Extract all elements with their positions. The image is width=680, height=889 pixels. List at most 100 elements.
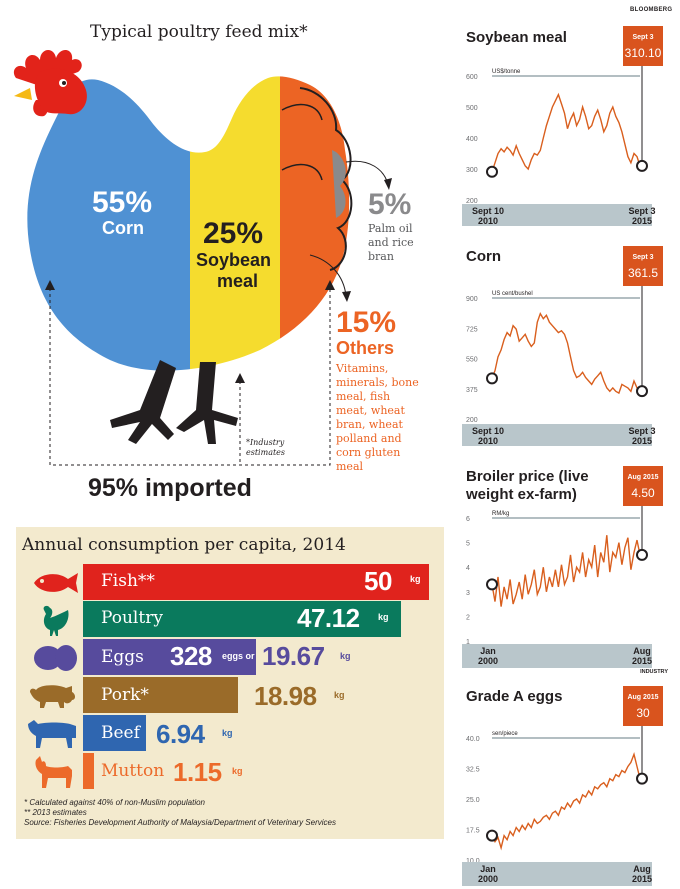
eggs-label: Eggs bbox=[101, 647, 144, 667]
x-end-year: 2015 bbox=[632, 216, 652, 226]
poultry-unit: kg bbox=[378, 612, 389, 622]
fish-value: 50 bbox=[364, 566, 392, 596]
others-desc: Vitamins, minerals, bone meal, fish meat… bbox=[336, 362, 419, 474]
eggs-unit: eggs or bbox=[222, 651, 255, 661]
chicken-icon bbox=[43, 605, 69, 636]
unit-label: RM/kg bbox=[492, 511, 509, 517]
soy-pct: 25% bbox=[203, 217, 264, 250]
chart-title: Soybean meal bbox=[466, 29, 567, 46]
corn-chart: US cent/bushel 900 725 550 375 200 Sept 3 361.5… bbox=[462, 246, 663, 446]
goat-icon bbox=[35, 756, 72, 788]
consumption-title: Annual consumption per capita, 2014 bbox=[22, 535, 346, 555]
x-start-year: 2010 bbox=[478, 216, 498, 226]
beef-label: Beef bbox=[101, 723, 140, 743]
source-label: INDUSTRY bbox=[640, 669, 668, 675]
mutton-label: Mutton bbox=[101, 761, 165, 781]
eggs-unit-kg: kg bbox=[340, 651, 351, 661]
fish-bar bbox=[83, 564, 429, 600]
start-point bbox=[486, 165, 498, 178]
mutton-bar bbox=[83, 753, 94, 789]
y-tick-label: 5 bbox=[466, 541, 470, 548]
palm-label: Palm oil and rice bran bbox=[368, 222, 414, 264]
callout-value: 30 bbox=[636, 706, 650, 720]
imported-label: 95% imported bbox=[88, 474, 252, 502]
series-line bbox=[491, 751, 641, 851]
soy-label-1: Soybean bbox=[196, 250, 272, 270]
mutton-unit: kg bbox=[232, 766, 243, 776]
estimate-note-line: estimates bbox=[246, 448, 286, 457]
y-tick-label: 3 bbox=[466, 590, 470, 597]
soy-label-2: meal bbox=[217, 271, 259, 291]
mutton-value: 1.15 bbox=[173, 757, 222, 787]
x-axis-band bbox=[462, 424, 652, 446]
callout-label: Sept 3 bbox=[632, 34, 653, 41]
callout-label: Aug 2015 bbox=[627, 474, 658, 481]
y-tick-label: 725 bbox=[466, 326, 478, 333]
x-end-year: 2015 bbox=[632, 874, 652, 884]
palm-oil-segment bbox=[332, 150, 346, 218]
series-line bbox=[491, 92, 641, 173]
y-tick-label: 200 bbox=[466, 198, 478, 205]
callout-box bbox=[623, 466, 663, 506]
y-tick-label: 375 bbox=[466, 387, 478, 394]
x-end-label: Sept 3 bbox=[628, 426, 655, 436]
series-line bbox=[491, 311, 641, 395]
feed-mix-title: Typical poultry feed mix* bbox=[90, 22, 308, 42]
x-axis-band bbox=[462, 204, 652, 226]
callout-label: Aug 2015 bbox=[627, 694, 658, 701]
end-point bbox=[636, 159, 648, 172]
pork-value: 18.98 bbox=[254, 681, 317, 711]
y-tick-label: 32.5 bbox=[466, 767, 480, 774]
note-line: * Calculated against 40% of non-Muslim p… bbox=[24, 798, 205, 807]
chart-title-text: Broiler price (live weight ex-farm) bbox=[466, 468, 589, 503]
unit-label: US cent/bushel bbox=[492, 291, 533, 297]
others-desc-line: corn gluten bbox=[336, 446, 401, 459]
palm-label-line: and rice bbox=[368, 236, 414, 249]
chart-title: Broiler price (live weight ex-farm) bbox=[466, 468, 626, 504]
callout-box bbox=[623, 686, 663, 726]
chart-title: Grade A eggs bbox=[466, 688, 563, 705]
y-tick-label: 500 bbox=[466, 105, 478, 112]
beak-shape bbox=[14, 88, 32, 100]
end-point bbox=[636, 385, 648, 398]
pork-bar bbox=[83, 677, 238, 713]
comb-shape bbox=[13, 49, 82, 86]
palm-label-line: Palm oil bbox=[368, 222, 413, 235]
head-shape bbox=[34, 68, 87, 115]
fish-label: Fish** bbox=[101, 571, 155, 591]
palm-pct: 5% bbox=[368, 188, 412, 221]
x-axis-band bbox=[462, 862, 652, 886]
others-desc-line: meat, wheat bbox=[336, 404, 405, 417]
palm-label-line: bran bbox=[368, 250, 394, 263]
x-start-year: 2010 bbox=[478, 436, 498, 446]
estimate-note: *Industry estimates bbox=[246, 438, 285, 458]
y-tick-label: 17.5 bbox=[466, 828, 480, 835]
end-point bbox=[636, 548, 648, 561]
others-pct: 15% bbox=[336, 306, 397, 339]
callout-value: 4.50 bbox=[631, 486, 655, 500]
start-point bbox=[486, 578, 498, 591]
x-axis-band bbox=[462, 644, 652, 668]
y-tick-label: 2 bbox=[466, 614, 470, 621]
x-start-label: Sept 10 bbox=[472, 206, 504, 216]
estimate-note-line: *Industry bbox=[246, 438, 285, 447]
y-tick-label: 1 bbox=[466, 639, 470, 646]
callout-box bbox=[623, 246, 663, 286]
callout-value: 310.10 bbox=[625, 46, 662, 60]
others-desc-line: Vitamins, bbox=[336, 362, 389, 375]
x-end-label: Sept 3 bbox=[628, 206, 655, 216]
others-desc-line: minerals, bone bbox=[336, 376, 419, 389]
poultry-label: Poultry bbox=[101, 608, 163, 628]
poultry-value: 47.12 bbox=[297, 603, 360, 633]
others-desc-line: bran, wheat bbox=[336, 418, 403, 431]
eggs-value-kg: 19.67 bbox=[262, 641, 325, 671]
x-start-label: Jan bbox=[480, 864, 496, 874]
pork-label: Pork* bbox=[101, 685, 149, 705]
series-line bbox=[491, 535, 641, 607]
chicken-illustration bbox=[13, 49, 392, 466]
start-point bbox=[486, 829, 498, 842]
y-tick-label: 6 bbox=[466, 516, 470, 523]
brand-top: BLOOMBERG bbox=[630, 7, 673, 13]
consumption-notes: * Calculated against 40% of non-Muslim p… bbox=[24, 798, 336, 828]
